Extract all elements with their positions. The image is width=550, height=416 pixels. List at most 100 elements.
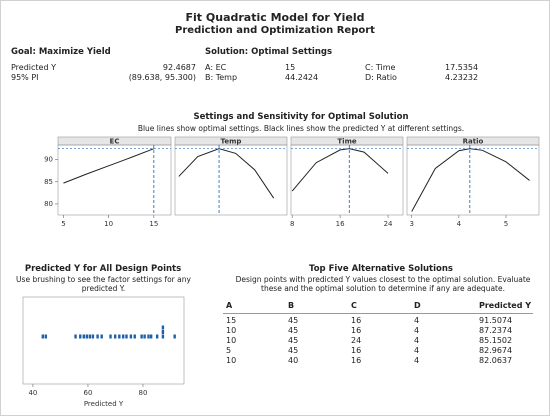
x-tick-label: 15 (149, 220, 158, 228)
goal-title: Goal: Maximize Yield (11, 47, 111, 57)
panel-title: EC (110, 138, 120, 146)
dot (85, 334, 89, 339)
column-header: C (351, 301, 357, 310)
x-tick-label: 16 (336, 220, 345, 228)
table-cell: 4 (414, 316, 420, 325)
x-tick-label: 3 (409, 220, 413, 228)
y-tick-label: 85 (44, 178, 53, 186)
x-tick-label: 5 (504, 220, 508, 228)
response-line (63, 148, 155, 184)
x-tick-label: 5 (61, 220, 65, 228)
setting-label: A: EC (205, 63, 227, 72)
dot (161, 334, 165, 339)
table-cell: 16 (351, 326, 362, 335)
panel-frame (290, 144, 404, 216)
table-cell: 16 (351, 316, 362, 325)
table-cell: 4 (414, 346, 420, 355)
dot (147, 334, 150, 339)
table-cell: 16 (351, 346, 362, 355)
x-tick-label: 60 (83, 389, 92, 397)
x-axis-label: Predicted Y (84, 400, 124, 408)
table-cell: 45 (288, 316, 299, 325)
column-header: Predicted Y (479, 301, 531, 310)
table-cell: 45 (288, 346, 299, 355)
panel-frame (406, 144, 540, 216)
solution-title: Solution: Optimal Settings (205, 47, 333, 57)
column-header: B (288, 301, 295, 310)
dot (118, 334, 121, 339)
table-cell: 15 (226, 316, 237, 325)
y-tick-label: 80 (44, 200, 53, 208)
table-cell: 82.0637 (479, 356, 513, 365)
table-cell: 45 (288, 326, 299, 335)
dot (161, 330, 165, 334)
x-tick-label: 80 (139, 389, 148, 397)
setting-value: 4.23232 (445, 73, 479, 82)
sensitivity-title: Settings and Sensitivity for Optimal Sol… (193, 112, 409, 122)
dot (129, 334, 133, 339)
dot (155, 334, 159, 339)
response-line (178, 148, 275, 199)
dot (100, 334, 103, 339)
table-cell: 5 (226, 346, 232, 355)
dot (41, 334, 45, 339)
dotplot-subtitle: Use brushing to see the factor settings … (16, 275, 191, 293)
dot (149, 334, 153, 339)
plot-frame (22, 296, 185, 385)
dotplot-title: Predicted Y for All Design Points (24, 264, 182, 274)
table-cell: 87.2374 (479, 326, 513, 335)
setting-label: C: Time (365, 63, 396, 72)
dot (109, 334, 112, 339)
goal-value: 92.4687 (162, 63, 196, 72)
response-line (291, 148, 389, 192)
setting-value: 15 (285, 63, 296, 72)
table-cell: 40 (288, 356, 299, 365)
panel-title: Ratio (463, 138, 484, 146)
dot (74, 334, 77, 339)
goal-label: Predicted Y (11, 63, 56, 72)
x-tick-label: 40 (28, 389, 37, 397)
table-cell: 10 (226, 356, 237, 365)
setting-label: B: Temp (205, 73, 238, 82)
dot (91, 334, 95, 339)
table-cell: 85.1502 (479, 336, 513, 345)
dot (121, 334, 125, 339)
x-tick-label: 4 (457, 220, 462, 228)
table-cell: 82.9674 (479, 346, 513, 355)
panel-frame (57, 144, 172, 216)
column-header: D (414, 301, 421, 310)
response-line (411, 148, 530, 212)
x-tick-label: 24 (384, 220, 393, 228)
dot (143, 334, 146, 339)
table-cell: 10 (226, 326, 237, 335)
goal-label: 95% PI (11, 73, 39, 82)
dot (140, 334, 143, 339)
y-tick-label: 90 (44, 156, 53, 164)
alternatives-subtitle: Design points with predicted Y values cl… (235, 275, 531, 293)
panel-title: Temp (221, 138, 242, 146)
table-cell: 16 (351, 356, 362, 365)
dot (82, 334, 86, 339)
column-header: A (226, 301, 233, 310)
alternatives-title: Top Five Alternative Solutions (309, 264, 453, 274)
x-tick-label: 8 (290, 220, 294, 228)
table-cell: 4 (414, 336, 420, 345)
dot (161, 325, 165, 330)
dot (125, 334, 128, 339)
panel-title: Time (337, 138, 356, 146)
dot (79, 334, 82, 339)
table-cell: 10 (226, 336, 237, 345)
dot (44, 334, 48, 339)
table-cell: 4 (414, 356, 420, 365)
report-subtitle: Prediction and Optimization Report (175, 25, 375, 36)
panel-frame (174, 144, 288, 216)
table-cell: 91.5074 (479, 316, 513, 325)
setting-value: 17.5354 (445, 63, 479, 72)
table-cell: 4 (414, 326, 420, 335)
dot (173, 334, 176, 339)
header-rule (223, 313, 533, 314)
table-cell: 24 (351, 336, 362, 345)
goal-value: (89.638, 95.300) (128, 73, 196, 82)
report-title: Fit Quadratic Model for Yield (185, 11, 365, 24)
